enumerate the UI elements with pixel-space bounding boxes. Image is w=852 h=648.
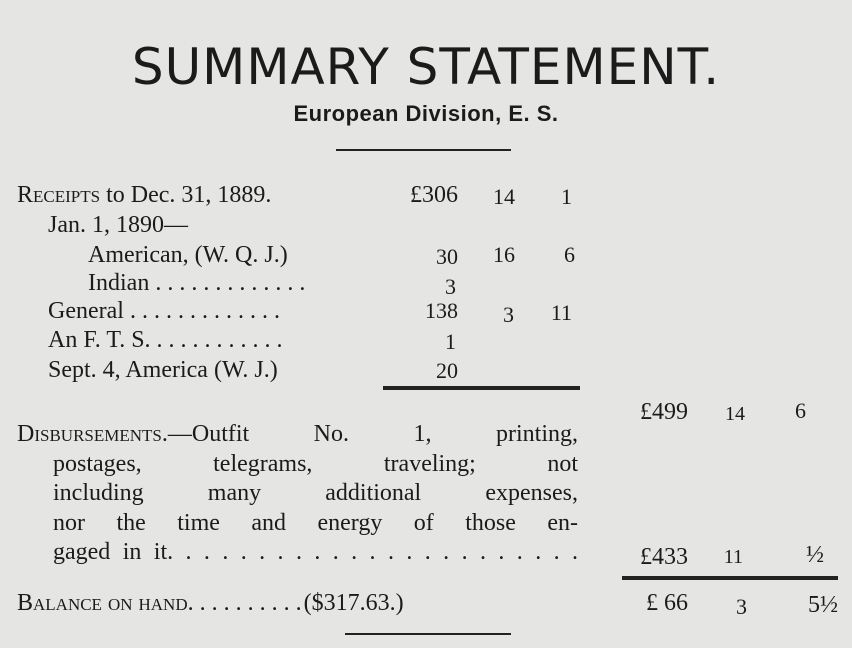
row-label: to Dec. 31, 1889. bbox=[100, 182, 272, 208]
balance-pounds: £ 66 bbox=[646, 590, 688, 616]
balance-shillings: 3 bbox=[736, 594, 747, 619]
disbursements-total-shillings: 11 bbox=[723, 546, 743, 568]
pounds: 3 bbox=[445, 274, 456, 299]
text-line: —Outfit No. 1, printing, bbox=[167, 421, 578, 447]
pounds: 138 bbox=[425, 298, 458, 323]
receipts-row: Receipts to Dec. 31, 1889. bbox=[17, 180, 271, 210]
pounds: 20 bbox=[436, 358, 458, 383]
balance-dollars: ($317.63.) bbox=[303, 590, 404, 616]
row-label: Jan. 1, 1890— bbox=[48, 212, 188, 238]
pounds: 30 bbox=[436, 244, 458, 269]
balance-label: Balance on hand bbox=[17, 590, 188, 616]
sum-rule bbox=[383, 386, 580, 390]
receipts-label: Receipts bbox=[17, 182, 101, 208]
disbursements-total-pounds: £433 bbox=[640, 544, 688, 570]
row-label: An F. T. S. . . . . . . . . . . . bbox=[48, 327, 283, 353]
text-line: postages, telegrams, traveling; not bbox=[53, 450, 578, 477]
disbursements-text: Disbursements.—Outfit No. 1, printing, p… bbox=[17, 420, 578, 568]
disbursements-total-pence: ½ bbox=[806, 542, 824, 568]
row-label: American, (W. Q. J.) bbox=[88, 242, 288, 268]
pence: 1 bbox=[561, 184, 572, 209]
subtitle: European Division, E. S. bbox=[293, 101, 559, 126]
shillings: 3 bbox=[503, 302, 514, 327]
shillings: 14 bbox=[493, 184, 515, 209]
balance-pence: 5½ bbox=[808, 592, 838, 618]
pounds: 1 bbox=[445, 329, 456, 354]
sum-rule bbox=[622, 576, 838, 580]
receipts-total-pence: 6 bbox=[795, 398, 806, 423]
divider bbox=[345, 633, 511, 635]
leader-dots: . . . . . . . . . . bbox=[187, 590, 302, 616]
text-line: nor the time and energy of those en- bbox=[53, 509, 578, 536]
row-label: Sept. 4, America (W. J.) bbox=[48, 357, 278, 383]
text-line: gaged in it. . . . . . . . . . . . . . .… bbox=[53, 539, 578, 566]
text-line: including many additional expenses, bbox=[53, 480, 578, 507]
pence: 6 bbox=[564, 242, 575, 267]
receipts-total-pounds: £499 bbox=[640, 399, 688, 425]
receipts-total-shillings: 14 bbox=[725, 403, 745, 425]
row-label: Indian . . . . . . . . . . . . . bbox=[88, 270, 306, 296]
pence: 11 bbox=[550, 300, 572, 325]
disbursements-label: Disbursements. bbox=[17, 421, 168, 447]
shillings: 16 bbox=[493, 242, 515, 267]
row-label: General . . . . . . . . . . . . . bbox=[48, 298, 280, 324]
page-title: SUMMARY STATEMENT. bbox=[131, 38, 721, 96]
balance-row: Balance on hand. . . . . . . . . .($317.… bbox=[17, 588, 404, 618]
divider bbox=[336, 149, 511, 151]
pounds: £306 bbox=[410, 182, 458, 208]
